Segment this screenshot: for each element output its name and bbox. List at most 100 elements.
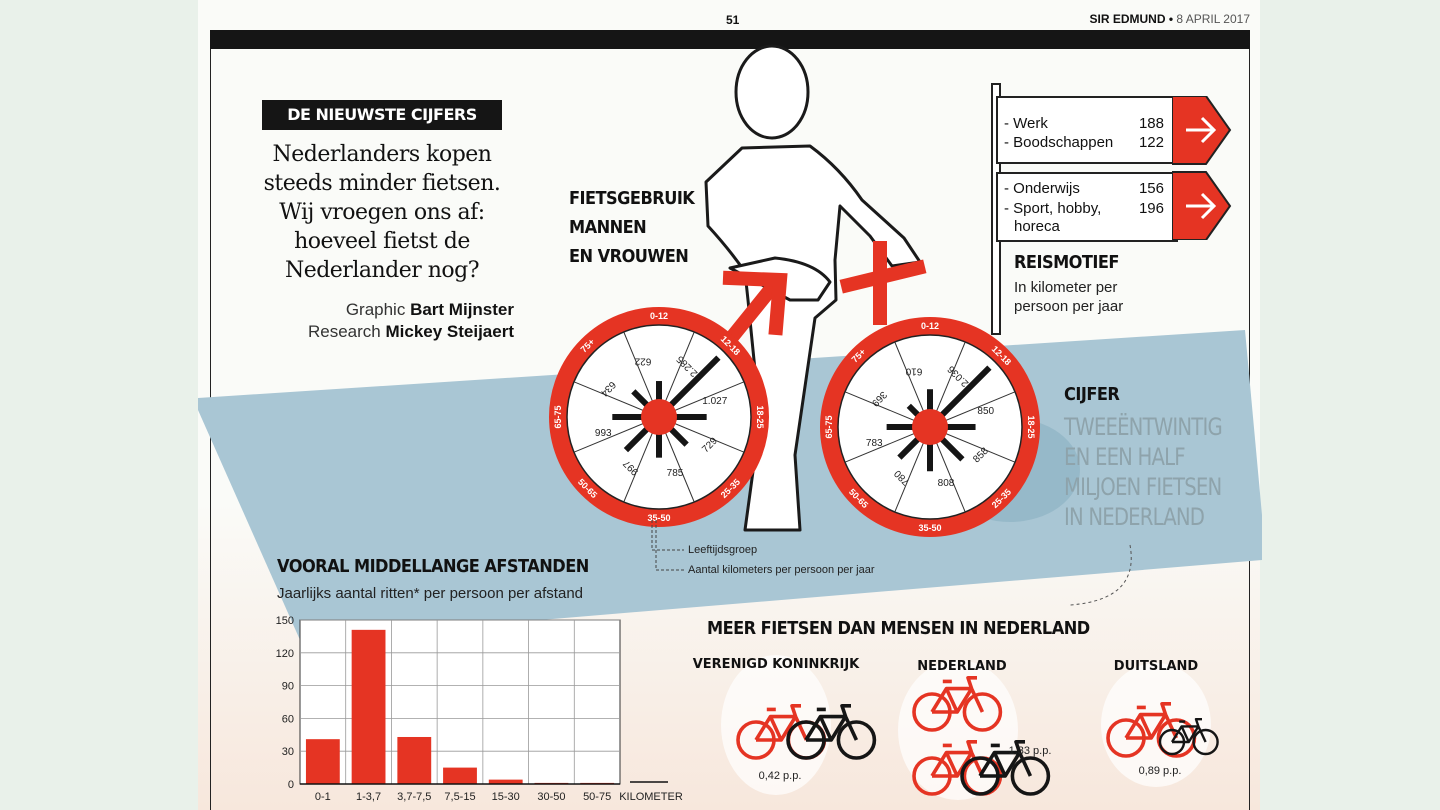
country-name: VERENIGD KONINKRIJK xyxy=(693,657,860,672)
headline-line: Nederlanders kopen xyxy=(272,142,492,167)
credit-research: Research Mickey Steijaert xyxy=(250,322,514,342)
x-tick-label: 50-75 xyxy=(583,791,611,803)
bicycle-icon xyxy=(1158,717,1219,756)
headline-line: Nederlander nog? xyxy=(284,258,480,283)
age-group-label: 18-25 xyxy=(755,405,765,428)
wheels-title-line: FIETSGEBRUIK xyxy=(569,188,695,209)
credit-role: Graphic xyxy=(345,300,406,319)
arrow-right-icon xyxy=(1186,116,1217,144)
x-tick-label: 3,7-7,5 xyxy=(397,791,431,803)
age-group-label: 65-75 xyxy=(553,405,563,428)
y-tick-label: 60 xyxy=(282,713,294,725)
sign-label: Werk xyxy=(1013,115,1048,132)
age-group-label: 0-12 xyxy=(650,311,668,321)
sign-row-education: - Onderwijs 156 xyxy=(1004,180,1164,197)
sign-education-sport: - Onderwijs 156 - Sport, hobby, 196 horeca xyxy=(996,172,1178,242)
chart-subtitle: Jaarlijks aantal ritten* per persoon per… xyxy=(277,585,584,602)
credit-name: Mickey Steijaert xyxy=(385,322,514,341)
km-value: 993 xyxy=(595,428,612,439)
sign-label: Onderwijs xyxy=(1013,180,1080,197)
male-arrow-head xyxy=(722,270,788,336)
person-head xyxy=(734,44,810,140)
km-value: 785 xyxy=(667,468,684,479)
bar xyxy=(351,629,386,784)
wheels-title-line: EN VROUWEN xyxy=(569,246,689,267)
page-header: 51 SIR EDMUND • 8 APRIL 2017 xyxy=(210,6,1250,32)
credit-role: Research xyxy=(307,322,381,341)
cijfer-title: CIJFER xyxy=(1064,384,1120,405)
km-value: 808 xyxy=(938,478,955,489)
sign-label: Boodschappen xyxy=(1013,134,1114,151)
countries-title: MEER FIETSEN DAN MENSEN IN NEDERLAND xyxy=(707,618,1090,639)
age-group-label: 18-25 xyxy=(1026,415,1036,438)
x-tick-label: 7,5-15 xyxy=(444,791,475,803)
men-wheel: 0-1262212-182.28518-251.02725-3572935-50… xyxy=(549,307,769,527)
headline-line: Wij vroegen ons af: xyxy=(279,200,485,225)
sign-row-sport: - Sport, hobby, 196 xyxy=(1004,200,1164,217)
y-tick-label: 120 xyxy=(276,648,294,660)
wheel-rim xyxy=(549,307,769,527)
wheel-hub xyxy=(912,409,948,445)
sign-value: 188 xyxy=(1138,115,1164,132)
cijfer-pointer xyxy=(1069,544,1132,606)
header-bar xyxy=(210,30,1250,49)
country-value: 0,89 p.p. xyxy=(1139,765,1182,777)
cijfer-line: EN EEN HALF xyxy=(1064,443,1186,471)
x-tick-label: 1-3,7 xyxy=(356,791,381,803)
country-name: NEDERLAND xyxy=(917,659,1007,674)
distance-bar-chart: 0 30 60 90 120 150 0-1 1-3,7 3,7-7,5 7,5-15 15-30 3… xyxy=(276,615,683,803)
bar xyxy=(305,739,340,784)
women-wheel: 0-1261012-182.03618-2585025-3585835-5080… xyxy=(820,317,1040,537)
credit-name: Bart Mijnster xyxy=(410,300,514,319)
page-number: 51 xyxy=(726,13,740,27)
y-tick-label: 150 xyxy=(276,615,294,627)
headline: Nederlanders kopen steeds minder fietsen… xyxy=(250,140,514,285)
credit-graphic: Graphic Bart Mijnster xyxy=(250,300,514,320)
wheels-title: FIETSGEBRUIK MANNEN EN VROUWEN xyxy=(569,184,695,271)
km-value: 622 xyxy=(634,355,651,366)
legend-pointer xyxy=(651,520,684,571)
reismotief-title: REISMOTIEF xyxy=(1014,252,1119,273)
bicycle-icon xyxy=(960,739,1051,796)
publication-date: 8 APRIL 2017 xyxy=(1176,12,1250,26)
headline-line: steeds minder fietsen. xyxy=(263,171,501,196)
chart-plot-area xyxy=(299,619,621,785)
countries-section: VERENIGD KONINKRIJK NEDERLAND DUITSLAND 0,4… xyxy=(693,655,1219,800)
country-name: DUITSLAND xyxy=(1114,659,1199,674)
km-value: 610 xyxy=(905,365,922,376)
sign-value: 122 xyxy=(1138,134,1164,151)
reismotief-subtitle: In kilometer per persoon per jaar xyxy=(1014,278,1123,316)
bicycle-icon xyxy=(786,703,877,760)
reismotief-subtitle-line: persoon per jaar xyxy=(1014,298,1124,315)
sign-row-work: - Werk 188 xyxy=(1004,115,1164,132)
x-tick-label: 30-50 xyxy=(537,791,565,803)
cijfer-text: TWEEËNTWINTIG EN EEN HALF MILJOEN FIETSE… xyxy=(1064,412,1244,532)
legend-age-group: Leeftijdsgroep xyxy=(688,544,758,556)
sign-row-shopping: - Boodschappen 122 xyxy=(1004,134,1164,151)
y-tick-label: 90 xyxy=(282,681,294,693)
sign-label: Sport, hobby, xyxy=(1013,200,1102,217)
sign-row-sport-continued: horeca xyxy=(1014,218,1060,235)
cijfer-line: IN NEDERLAND xyxy=(1064,503,1205,531)
age-group-label: 65-75 xyxy=(824,415,834,438)
kicker-label: DE NIEUWSTE CIJFERS xyxy=(262,100,502,130)
publication-info: SIR EDMUND • 8 APRIL 2017 xyxy=(1089,12,1250,26)
x-axis-label: KILOMETER xyxy=(619,791,683,803)
sign-arrows xyxy=(1172,96,1232,240)
bicycle-icon xyxy=(912,675,1003,732)
reismotief-subtitle-line: In kilometer per xyxy=(1014,279,1118,296)
x-tick-label: 15-30 xyxy=(492,791,520,803)
age-group-label: 0-12 xyxy=(921,321,939,331)
country-value: 0,42 p.p. xyxy=(759,770,802,782)
y-tick-label: 30 xyxy=(282,746,294,758)
sign-value: 156 xyxy=(1138,180,1164,197)
sign-work-shopping: - Werk 188 - Boodschappen 122 xyxy=(996,96,1178,164)
bicycle-icon xyxy=(1106,701,1197,758)
wheels-title-line: MANNEN xyxy=(569,217,647,238)
female-cross-horizontal xyxy=(839,259,927,294)
bar xyxy=(443,767,477,784)
sign-value: 196 xyxy=(1138,200,1164,217)
wheel-rim xyxy=(820,317,1040,537)
headline-line: hoeveel fietst de xyxy=(294,229,470,254)
x-tick-label: 0-1 xyxy=(315,791,331,803)
